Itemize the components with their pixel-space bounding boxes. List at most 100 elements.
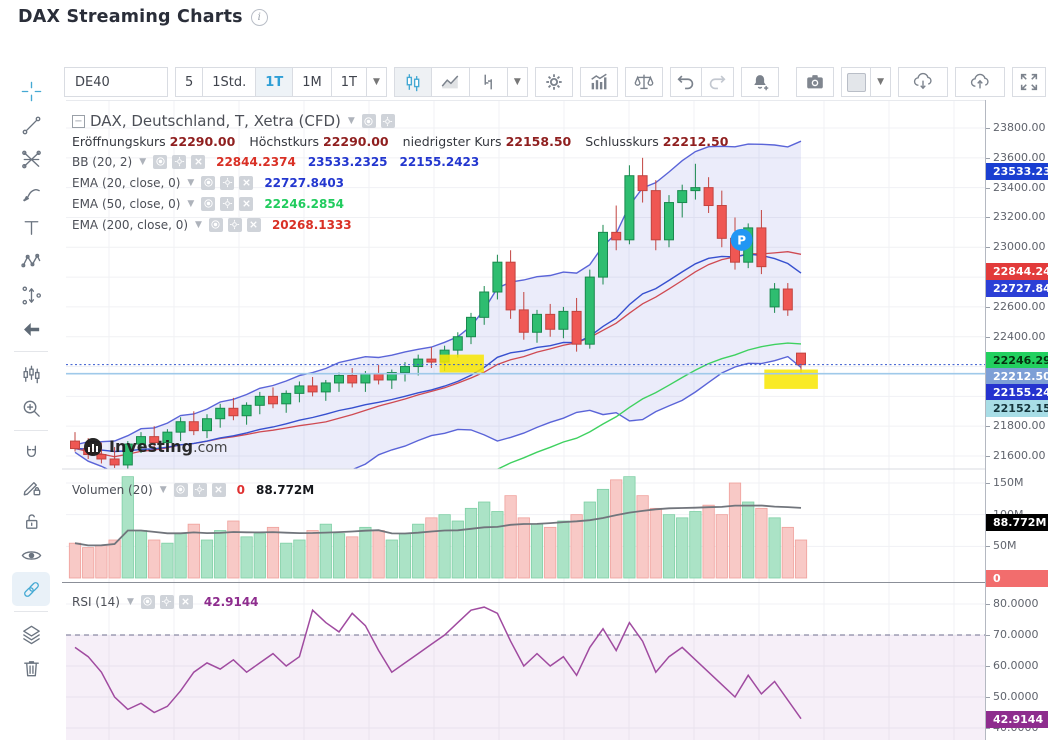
price-axis[interactable]: 23800.00 23600.00 23400.00 23200.00 23000.00…: [985, 100, 1048, 740]
hilo-chart-button[interactable]: [469, 67, 508, 97]
ohlc-pair: Höchstkurs 22290.00: [249, 133, 389, 149]
rsi-settings-button[interactable]: [159, 594, 174, 609]
toolbar-divider: [14, 351, 48, 352]
swatch-dropdown-caret[interactable]: ▼: [871, 67, 891, 97]
rsi-legend: RSI (14) ▼ 42.9144: [72, 591, 259, 612]
compare-button[interactable]: [624, 67, 663, 97]
indicator-eye-button[interactable]: [208, 217, 223, 232]
gann-fib-tool[interactable]: [12, 142, 50, 176]
hide-drawings-eye-tool[interactable]: [12, 538, 50, 572]
color-swatch-button[interactable]: [841, 67, 872, 97]
trend-line-icon: [22, 116, 40, 134]
series-settings-button[interactable]: [380, 114, 395, 128]
trend-line-tool[interactable]: [12, 108, 50, 142]
fullscreen-button[interactable]: [1012, 67, 1046, 97]
toolbar-divider: [14, 611, 48, 612]
cloud-upload-icon: [970, 73, 989, 89]
bar-pattern-tool[interactable]: [12, 357, 50, 391]
zoom-in-tool[interactable]: [12, 391, 50, 425]
rsi-caret-icon[interactable]: ▼: [126, 596, 134, 607]
axis-tick: 80.0000: [986, 597, 1048, 610]
volume-caret-icon[interactable]: ▼: [159, 484, 167, 495]
indicator-close-button[interactable]: [246, 217, 261, 232]
indicator-settings-button[interactable]: [227, 217, 242, 232]
volume-settings-button[interactable]: [192, 482, 207, 497]
volume-ma-value: 88.772M: [255, 482, 315, 497]
axis-tick: 23800.00: [986, 121, 1048, 134]
axis-tick: 60.0000: [986, 659, 1048, 672]
draw-lock-tool[interactable]: [12, 470, 50, 504]
trash-tool[interactable]: [12, 651, 50, 685]
symbol-input[interactable]: DE40: [64, 67, 168, 97]
load-chart-button[interactable]: [898, 67, 948, 97]
indicator-close-button[interactable]: [239, 196, 254, 211]
indicator-settings-button[interactable]: [220, 196, 235, 211]
collapse-icon[interactable]: −: [72, 114, 85, 128]
axis-tick: 70.0000: [986, 628, 1048, 641]
p-marker: P: [730, 228, 753, 251]
axis-price-label: 22212.50: [986, 368, 1048, 385]
interval-dropdown-caret[interactable]: ▼: [366, 67, 387, 97]
interval-1y[interactable]: 1T: [331, 67, 367, 97]
interval-1d[interactable]: 1T: [256, 67, 294, 97]
indicator-eye-button[interactable]: [201, 196, 216, 211]
series-caret-icon[interactable]: ▼: [347, 116, 355, 126]
interval-group: 5 1Std. 1T 1M 1T ▼: [175, 67, 387, 97]
redo-button[interactable]: [701, 67, 734, 97]
main-legend: − DAX, Deutschland, T, Xetra (CFD) ▼ Erö…: [72, 111, 728, 235]
investing-watermark: Investing.com: [84, 437, 227, 456]
settings-button[interactable]: [534, 67, 573, 97]
indicator-eye-button[interactable]: [201, 175, 216, 190]
back-arrow-tool[interactable]: [12, 312, 50, 346]
add-alert-button[interactable]: [740, 67, 779, 97]
screenshot-button[interactable]: [796, 67, 835, 97]
indicator-name: BB (20, 2): [72, 154, 133, 169]
fullscreen-icon: [1020, 73, 1038, 91]
back-arrow-icon: [23, 322, 39, 336]
indicators-button[interactable]: [579, 67, 618, 97]
series-eye-button[interactable]: [361, 114, 376, 128]
indicator-close-button[interactable]: [239, 175, 254, 190]
rsi-close-button[interactable]: [178, 594, 193, 609]
volume-eye-button[interactable]: [173, 482, 188, 497]
indicator-caret-icon[interactable]: ▼: [187, 177, 195, 188]
forecast-position-tool[interactable]: [12, 278, 50, 312]
indicator-close-button[interactable]: [191, 154, 206, 169]
volume-legend: Volumen (20) ▼ 0 88.772M: [72, 479, 314, 500]
volume-close-button[interactable]: [211, 482, 226, 497]
save-chart-button[interactable]: [955, 67, 1005, 97]
rsi-eye-button[interactable]: [140, 594, 155, 609]
crosshair-tool[interactable]: [12, 74, 50, 108]
interval-1h[interactable]: 1Std.: [203, 67, 257, 97]
link-tool[interactable]: [12, 572, 50, 606]
chart-type-dropdown-caret[interactable]: ▼: [507, 67, 528, 97]
investing-logo-icon: [84, 437, 102, 456]
indicator-value: 20268.1333: [271, 217, 352, 232]
undo-button[interactable]: [669, 67, 702, 97]
camera-icon: [807, 75, 823, 89]
indicator-settings-button[interactable]: [172, 154, 187, 169]
line-chart-button[interactable]: [431, 67, 470, 97]
indicator-caret-icon[interactable]: ▼: [139, 156, 147, 167]
xabcd-pattern-tool[interactable]: [12, 244, 50, 278]
indicator-eye-button[interactable]: [153, 154, 168, 169]
interval-5m[interactable]: 5: [175, 67, 204, 97]
text-icon: [24, 220, 38, 235]
xabcd-pattern-icon: [20, 253, 40, 267]
indicator-caret-icon[interactable]: ▼: [187, 198, 195, 209]
unlock-tool[interactable]: [12, 504, 50, 538]
text-tool[interactable]: [12, 210, 50, 244]
axis-tick: 50M: [986, 539, 1048, 552]
indicator-settings-button[interactable]: [220, 175, 235, 190]
info-icon[interactable]: i: [250, 8, 268, 26]
layers-tool[interactable]: [12, 617, 50, 651]
indicator-value: 22844.2374: [216, 154, 296, 169]
brush-tool[interactable]: [12, 176, 50, 210]
interval-1m[interactable]: 1M: [293, 67, 332, 97]
axis-tick: 23200.00: [986, 210, 1048, 223]
indicator-caret-icon[interactable]: ▼: [195, 219, 202, 230]
svg-text:P: P: [737, 233, 746, 247]
magnet-tool[interactable]: [12, 436, 50, 470]
candlestick-chart-button[interactable]: [393, 67, 432, 97]
